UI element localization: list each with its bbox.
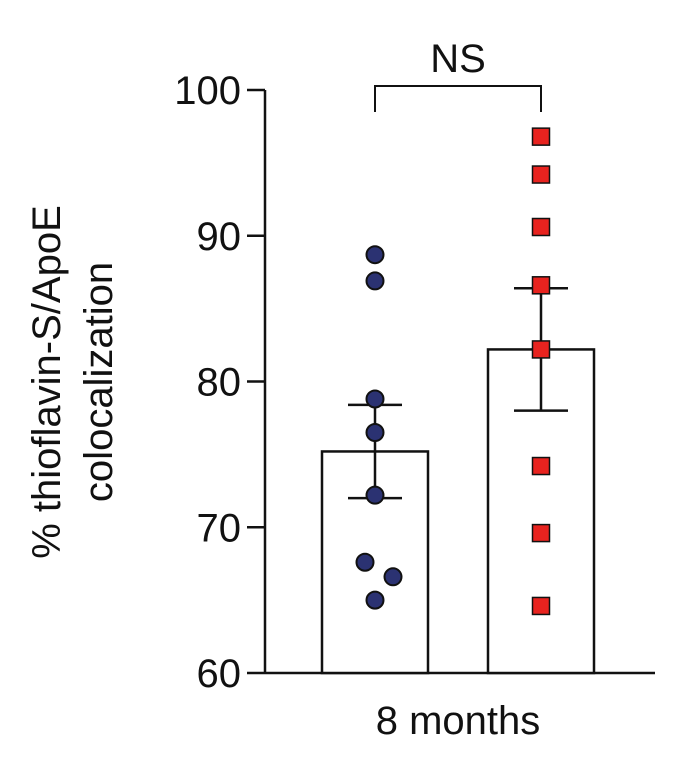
y-tick-label-80: 80: [197, 361, 242, 405]
data-point-group-2-7: [531, 523, 551, 543]
data-point-group-2-4: [531, 276, 551, 295]
data-point-group-1-2: [365, 271, 385, 291]
y-tick-label-90: 90: [197, 215, 242, 259]
data-point-group-1-8: [365, 590, 385, 610]
data-point-group-1-3: [365, 389, 385, 409]
x-axis-label: 8 months: [376, 699, 541, 743]
bars: [320, 348, 596, 675]
data-point-group-1-7: [383, 567, 403, 587]
y-tick-label-70: 70: [197, 506, 242, 550]
data-points: [355, 127, 551, 616]
data-point-group-1-6: [355, 552, 375, 572]
axes: 60 70 80 90 100: [174, 69, 655, 696]
significance-label-1: NS: [430, 37, 486, 81]
data-point-group-2-1: [531, 127, 551, 146]
data-point-group-1-4: [365, 423, 385, 443]
data-point-group-2-8: [531, 596, 551, 616]
significance-bracket-1: [374, 85, 542, 112]
y-axis-label-line-1: % thioflavin-S/ApoE: [25, 205, 69, 559]
data-point-group-2-5: [531, 340, 551, 359]
y-axis-label-line-2: colocalization: [77, 262, 121, 502]
data-point-group-1-1: [365, 245, 385, 265]
data-point-group-1-5: [365, 485, 385, 505]
data-point-group-2-3: [531, 217, 551, 237]
y-tick-label-60: 60: [197, 652, 242, 696]
significance-annotation: NS: [374, 37, 542, 112]
y-tick-label-100: 100: [174, 69, 241, 113]
data-point-group-2-2: [531, 165, 551, 184]
data-point-group-2-6: [531, 456, 551, 476]
